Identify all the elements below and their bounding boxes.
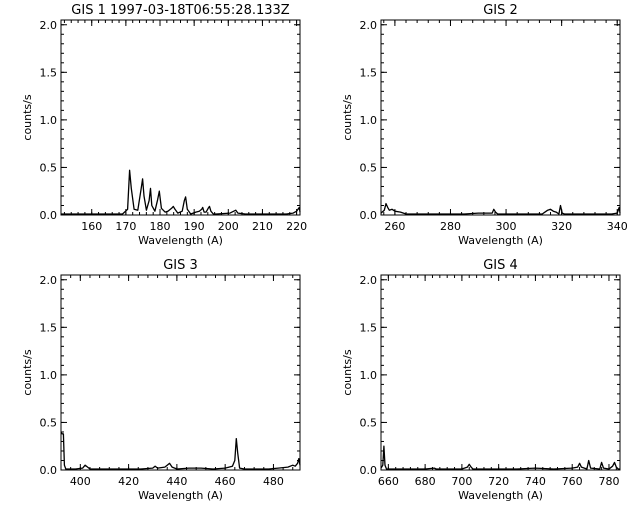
x-axis-label: Wavelength (A) bbox=[138, 489, 223, 502]
y-tick-label: 0.0 bbox=[40, 209, 58, 222]
panel-title: GIS 2 bbox=[483, 3, 518, 18]
chart-panel-1: 160 170 180 190 200 210 220 0.0 0.5 1.0 1.5 2.0 Wave… bbox=[21, 3, 307, 247]
y-axis-label: counts/s bbox=[21, 349, 34, 395]
y-tick-label: 1.0 bbox=[360, 369, 378, 382]
x-tick-label: 780 bbox=[598, 475, 619, 488]
y-tick-label: 0.5 bbox=[360, 161, 378, 174]
plot-frame bbox=[380, 19, 621, 216]
spectrum-series-line bbox=[61, 169, 301, 215]
y-tick-label: 0.0 bbox=[40, 464, 58, 477]
y-tick-label: 2.0 bbox=[360, 19, 378, 32]
y-tick-label: 1.0 bbox=[360, 114, 378, 127]
y-tick-label: 0.0 bbox=[360, 464, 378, 477]
x-tick-label: 340 bbox=[607, 220, 628, 233]
x-tick-label: 720 bbox=[488, 475, 509, 488]
x-tick-label: 300 bbox=[496, 220, 517, 233]
y-axis-label: counts/s bbox=[21, 94, 34, 140]
y-tick-label: 1.0 bbox=[40, 369, 58, 382]
x-tick-label: 320 bbox=[551, 220, 572, 233]
y-axis-label: counts/s bbox=[341, 94, 354, 140]
panel-title: GIS 4 bbox=[483, 258, 518, 273]
x-tick-label: 160 bbox=[81, 220, 102, 233]
y-tick-label: 0.5 bbox=[40, 161, 58, 174]
x-tick-label: 190 bbox=[184, 220, 205, 233]
y-tick-label: 0.0 bbox=[360, 209, 378, 222]
x-tick-label: 480 bbox=[263, 475, 284, 488]
x-axis-label: Wavelength (A) bbox=[458, 489, 543, 502]
x-tick-label: 440 bbox=[166, 475, 187, 488]
y-tick-label: 1.5 bbox=[40, 321, 58, 334]
x-tick-label: 760 bbox=[562, 475, 583, 488]
y-tick-label: 0.5 bbox=[360, 416, 378, 429]
x-tick-label: 280 bbox=[440, 220, 461, 233]
x-tick-label: 180 bbox=[150, 220, 171, 233]
panel-title: GIS 3 bbox=[163, 258, 198, 273]
x-tick-label: 700 bbox=[451, 475, 472, 488]
y-tick-label: 2.0 bbox=[40, 19, 58, 32]
spectrum-series-line bbox=[60, 431, 301, 470]
y-tick-label: 1.0 bbox=[40, 114, 58, 127]
x-tick-label: 680 bbox=[415, 475, 436, 488]
chart-panel-3: 400 420 440 460 480 0.0 0.5 1.0 1.5 2.0 Wavelength… bbox=[21, 258, 301, 502]
x-tick-label: 660 bbox=[378, 475, 399, 488]
x-tick-label: 740 bbox=[525, 475, 546, 488]
x-tick-label: 170 bbox=[115, 220, 136, 233]
y-axis-label: counts/s bbox=[341, 349, 354, 395]
x-tick-label: 210 bbox=[252, 220, 273, 233]
y-tick-label: 1.5 bbox=[40, 66, 58, 79]
plot-frame bbox=[60, 274, 301, 471]
y-tick-label: 2.0 bbox=[360, 274, 378, 287]
y-tick-label: 1.5 bbox=[360, 66, 378, 79]
x-tick-label: 260 bbox=[384, 220, 405, 233]
plot-frame bbox=[380, 274, 621, 471]
x-axis-label: Wavelength (A) bbox=[138, 234, 223, 247]
chart-panel-4: 660 680 700 720 740 760 780 0.0 0.5 1.0 1.5 2.0 Wave… bbox=[341, 258, 621, 502]
spectrum-series-line bbox=[380, 445, 620, 470]
x-tick-label: 200 bbox=[218, 220, 239, 233]
y-tick-label: 2.0 bbox=[40, 274, 58, 287]
panel-title: GIS 1 1997-03-18T06:55:28.133Z bbox=[71, 3, 290, 18]
y-tick-label: 0.5 bbox=[40, 416, 58, 429]
x-tick-label: 420 bbox=[118, 475, 139, 488]
x-tick-label: 220 bbox=[286, 220, 307, 233]
y-tick-label: 1.5 bbox=[360, 321, 378, 334]
x-tick-label: 460 bbox=[215, 475, 236, 488]
x-axis-label: Wavelength (A) bbox=[458, 234, 543, 247]
plot-frame bbox=[60, 19, 301, 216]
chart-panel-2: 260 280 300 320 340 0.0 0.5 1.0 1.5 2.0 Wavelength… bbox=[341, 3, 628, 247]
spectrum-series-line bbox=[380, 202, 621, 215]
x-tick-label: 400 bbox=[70, 475, 91, 488]
